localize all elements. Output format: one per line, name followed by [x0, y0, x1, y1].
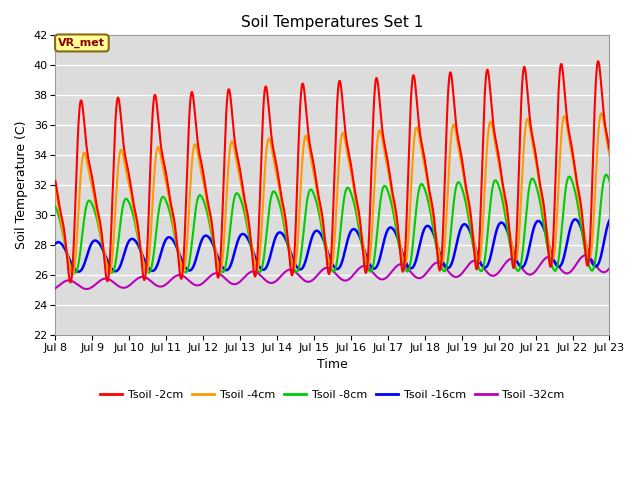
Legend: Tsoil -2cm, Tsoil -4cm, Tsoil -8cm, Tsoil -16cm, Tsoil -32cm: Tsoil -2cm, Tsoil -4cm, Tsoil -8cm, Tsoi… — [96, 385, 569, 404]
Title: Soil Temperatures Set 1: Soil Temperatures Set 1 — [241, 15, 424, 30]
Tsoil -2cm — [507, 247, 515, 253]
Tsoil -4cm — [52, 188, 60, 193]
Tsoil -2cm — [52, 178, 60, 184]
Tsoil -2cm — [465, 199, 473, 205]
Tsoil -16cm — [52, 241, 60, 247]
Tsoil -16cm — [572, 216, 579, 222]
Tsoil -16cm — [605, 217, 613, 223]
Line: Tsoil -8cm: Tsoil -8cm — [56, 175, 609, 273]
Tsoil -16cm — [412, 258, 420, 264]
Tsoil -8cm — [71, 270, 79, 276]
Tsoil -2cm — [264, 90, 271, 96]
Tsoil -16cm — [384, 227, 392, 233]
Tsoil -16cm — [507, 240, 515, 246]
Tsoil -32cm — [83, 286, 90, 292]
Tsoil -32cm — [152, 282, 160, 288]
Line: Tsoil -4cm: Tsoil -4cm — [56, 113, 609, 275]
Tsoil -8cm — [602, 172, 610, 178]
Tsoil -4cm — [68, 272, 76, 278]
Tsoil -4cm — [465, 209, 473, 215]
Tsoil -2cm — [605, 146, 613, 152]
Tsoil -2cm — [412, 87, 420, 93]
Tsoil -32cm — [465, 262, 473, 267]
Tsoil -8cm — [412, 210, 420, 216]
Tsoil -32cm — [384, 274, 392, 279]
Tsoil -32cm — [52, 285, 60, 291]
Tsoil -32cm — [507, 256, 515, 262]
Tsoil -8cm — [465, 218, 473, 224]
Tsoil -8cm — [152, 229, 160, 235]
Tsoil -32cm — [605, 265, 613, 271]
Tsoil -16cm — [152, 264, 160, 270]
Tsoil -16cm — [465, 226, 473, 232]
Line: Tsoil -2cm: Tsoil -2cm — [56, 61, 609, 282]
Tsoil -32cm — [412, 274, 420, 280]
Tsoil -8cm — [384, 188, 392, 194]
Tsoil -2cm — [384, 159, 392, 165]
Tsoil -32cm — [582, 252, 589, 258]
Tsoil -16cm — [264, 263, 271, 268]
Y-axis label: Soil Temperature (C): Soil Temperature (C) — [15, 121, 28, 250]
Tsoil -2cm — [595, 59, 602, 64]
Tsoil -4cm — [507, 236, 515, 241]
Tsoil -4cm — [152, 151, 160, 156]
Text: VR_met: VR_met — [58, 38, 106, 48]
Tsoil -8cm — [507, 248, 515, 253]
Tsoil -2cm — [152, 96, 160, 102]
Tsoil -8cm — [605, 178, 613, 183]
Line: Tsoil -32cm: Tsoil -32cm — [56, 255, 609, 289]
Tsoil -8cm — [264, 224, 271, 229]
Tsoil -4cm — [264, 141, 271, 147]
Tsoil -4cm — [412, 126, 420, 132]
Tsoil -4cm — [597, 110, 605, 116]
Tsoil -8cm — [52, 204, 60, 210]
Line: Tsoil -16cm: Tsoil -16cm — [56, 219, 609, 272]
Tsoil -4cm — [384, 167, 392, 172]
Tsoil -4cm — [605, 153, 613, 158]
Tsoil -32cm — [264, 279, 271, 285]
X-axis label: Time: Time — [317, 358, 348, 371]
Tsoil -2cm — [67, 279, 74, 285]
Tsoil -16cm — [75, 269, 83, 275]
